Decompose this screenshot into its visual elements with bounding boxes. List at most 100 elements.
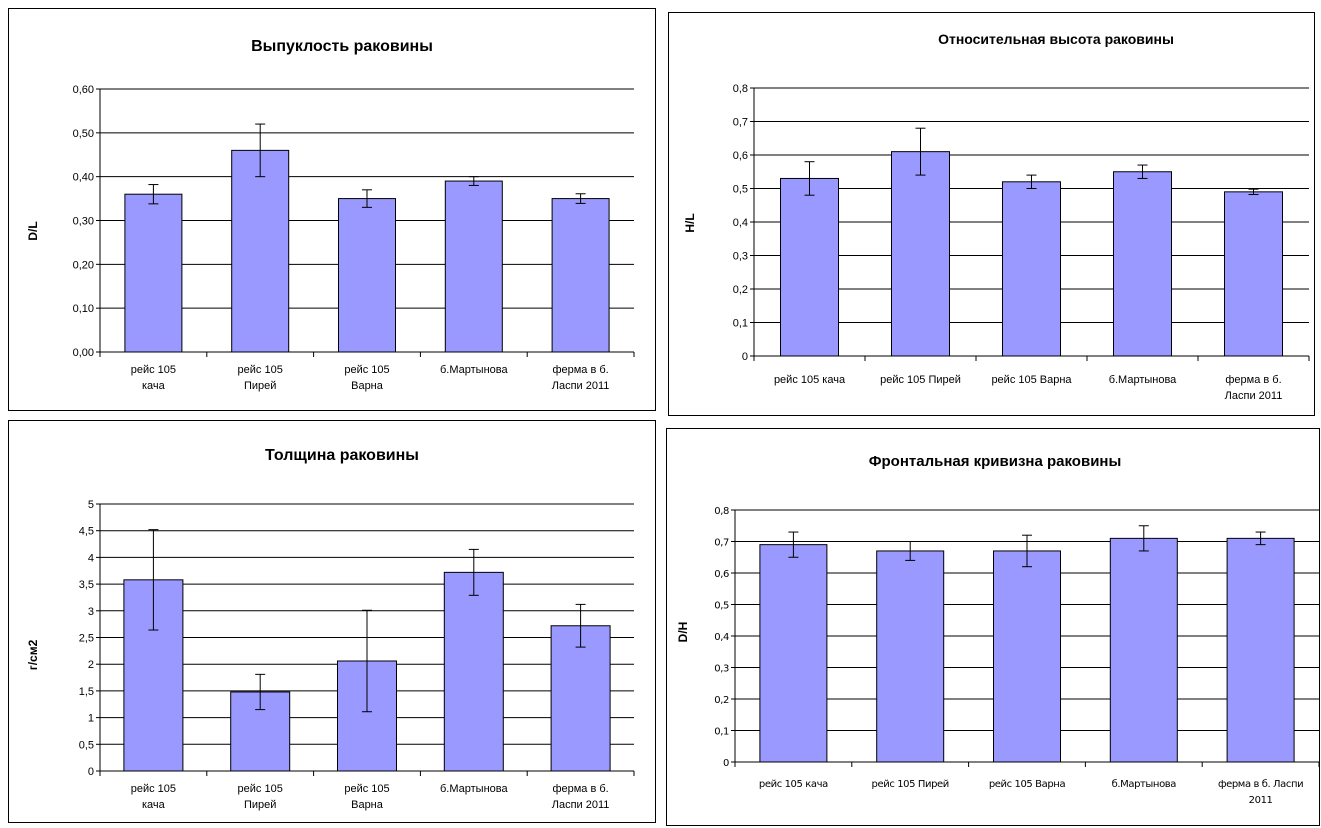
chart-title: Фронтальная кривизна раковины bbox=[869, 453, 1122, 470]
chart-svg: Толщина раковины 0 0,5 1 1,5 2 2,5 3 3,5 4 4,5 5 г/с… bbox=[26, 447, 635, 811]
y-tick-label: 0,2 bbox=[733, 284, 748, 296]
bar bbox=[759, 544, 828, 763]
x-tick-label: рейс 105 Пирей bbox=[238, 783, 283, 811]
x-tick-label: рейс 105 Варна bbox=[344, 783, 389, 811]
x-tick-label: б.Мартынова bbox=[1112, 779, 1177, 790]
chart-panel-relative-height: Относительная высота раковины 0 0,1 0,2 0,3 0… bbox=[668, 12, 1315, 416]
x-tick-label: рейс 105 Пирей bbox=[238, 364, 283, 392]
error-bar bbox=[575, 193, 586, 204]
error-bar bbox=[1255, 531, 1266, 546]
error-bar bbox=[468, 176, 479, 186]
bar bbox=[551, 198, 610, 353]
y-tick-label: 3 bbox=[88, 606, 94, 618]
y-tick-label: 0,30 bbox=[73, 216, 94, 228]
y-tick-label: 5 bbox=[88, 499, 94, 511]
x-tick-label: рейс 105 кача bbox=[131, 364, 176, 392]
bar bbox=[444, 180, 503, 353]
chart-panel-frontal-curvature: Фронтальная кривизна раковины 0 0,1 0,2 0,3 0… bbox=[666, 428, 1320, 826]
x-tick-label: рейс 105 кача bbox=[759, 779, 828, 790]
error-bar bbox=[468, 548, 479, 596]
bar bbox=[876, 550, 945, 763]
y-tick-label: 0,5 bbox=[733, 184, 748, 196]
y-tick-label: 4 bbox=[88, 552, 94, 564]
bar bbox=[1226, 537, 1295, 763]
y-tick-label: 0,5 bbox=[79, 739, 94, 751]
chart-svg: Фронтальная кривизна раковины 0 0,1 0,2 0,3 0… bbox=[676, 453, 1320, 806]
bar bbox=[550, 625, 611, 772]
error-bar bbox=[1137, 164, 1148, 179]
x-tick-label: рейс 105 Пирей bbox=[880, 374, 961, 386]
y-tick-label: 0,8 bbox=[733, 83, 748, 95]
chart-title: Выпуклость раковины bbox=[251, 38, 433, 55]
error-bar bbox=[1026, 174, 1037, 189]
x-tick-label: б.Мартынова bbox=[440, 783, 508, 795]
x-tick-label: б.Мартынова bbox=[1109, 374, 1177, 386]
error-bar bbox=[788, 531, 799, 558]
bar bbox=[338, 198, 396, 353]
y-axis-label: г/см2 bbox=[26, 639, 40, 670]
error-bar bbox=[1248, 188, 1259, 196]
y-tick-label: 0 bbox=[88, 766, 94, 778]
y-tick-label: 0,10 bbox=[73, 303, 94, 315]
error-bar bbox=[575, 603, 586, 648]
y-tick-label: 0,00 bbox=[73, 347, 94, 359]
bar bbox=[780, 177, 839, 357]
y-tick-label: 0,20 bbox=[73, 259, 94, 271]
bar bbox=[1002, 181, 1061, 357]
y-tick-label: 0,60 bbox=[73, 84, 94, 96]
error-bar bbox=[915, 127, 926, 176]
y-tick-label: 0,8 bbox=[714, 506, 729, 517]
y-tick-label: 2,5 bbox=[79, 633, 94, 645]
bar bbox=[1113, 171, 1172, 357]
chart-panel-thickness: Толщина раковины 0 0,5 1 1,5 2 2,5 3 3,5 4 4,5 5 г/с… bbox=[8, 420, 656, 823]
y-tick-label: 2 bbox=[88, 659, 94, 671]
bar bbox=[231, 149, 290, 353]
y-tick-label: 0,6 bbox=[714, 569, 729, 580]
error-bar bbox=[148, 184, 159, 205]
x-tick-label: рейс 105 Варна bbox=[344, 364, 389, 392]
bar bbox=[1224, 191, 1283, 357]
y-tick-label: 1,5 bbox=[79, 686, 94, 698]
y-axis-label: D/H bbox=[676, 622, 690, 643]
chart-svg: Относительная высота раковины 0 0,1 0,2 0,3 0… bbox=[683, 31, 1310, 402]
y-tick-label: 0,7 bbox=[733, 117, 748, 129]
y-tick-label: 0 bbox=[742, 351, 748, 363]
error-bar bbox=[362, 609, 372, 713]
chart-title: Относительная высота раковины bbox=[938, 31, 1174, 47]
x-tick-label: рейс 105 Варна bbox=[991, 374, 1072, 386]
x-tick-label: рейс 105 Варна bbox=[989, 779, 1066, 790]
y-axis-label: H/L bbox=[683, 213, 697, 232]
y-tick-label: 0,40 bbox=[73, 172, 94, 184]
y-tick-label: 1 bbox=[88, 713, 94, 725]
y-tick-label: 0,3 bbox=[733, 251, 748, 263]
error-bar bbox=[148, 529, 159, 631]
y-tick-label: 0,1 bbox=[714, 727, 729, 738]
y-tick-label: 0,5 bbox=[714, 601, 729, 612]
x-tick-label: ферма в б. Ласпи 2011 bbox=[1225, 374, 1283, 402]
error-bar bbox=[362, 189, 372, 208]
y-tick-label: 3,5 bbox=[79, 579, 94, 591]
bar bbox=[124, 193, 183, 353]
x-tick-label: рейс 105 кача bbox=[131, 783, 176, 811]
error-bar bbox=[1022, 534, 1032, 568]
bar bbox=[891, 151, 950, 357]
y-tick-label: 0,4 bbox=[733, 217, 748, 229]
y-tick-label: 0,1 bbox=[733, 318, 748, 330]
y-axis-label: D/L bbox=[26, 221, 40, 240]
x-tick-label: ферма в б. Ласпи 2011 bbox=[552, 364, 610, 392]
y-tick-label: 0,3 bbox=[714, 664, 729, 675]
error-bar bbox=[804, 161, 815, 196]
y-tick-label: 0,2 bbox=[714, 695, 729, 706]
chart-svg: Выпуклость раковины 0,00 0,10 0,20 0,30 0,40 0… bbox=[26, 38, 635, 392]
y-tick-label: 0,7 bbox=[714, 538, 729, 549]
y-tick-label: 0,6 bbox=[733, 150, 748, 162]
x-tick-label: б.Мартынова bbox=[440, 364, 508, 376]
y-tick-label: 0,50 bbox=[73, 128, 94, 140]
bar bbox=[1109, 537, 1178, 763]
y-tick-label: 4,5 bbox=[79, 526, 94, 538]
chart-panel-convexity: Выпуклость раковины 0,00 0,10 0,20 0,30 0,40 0… bbox=[8, 8, 656, 411]
bar bbox=[443, 571, 504, 772]
x-tick-label: ферма в б. Ласпи 2011 bbox=[552, 783, 610, 811]
y-tick-label: 0,4 bbox=[714, 632, 729, 643]
error-bar bbox=[905, 541, 916, 561]
